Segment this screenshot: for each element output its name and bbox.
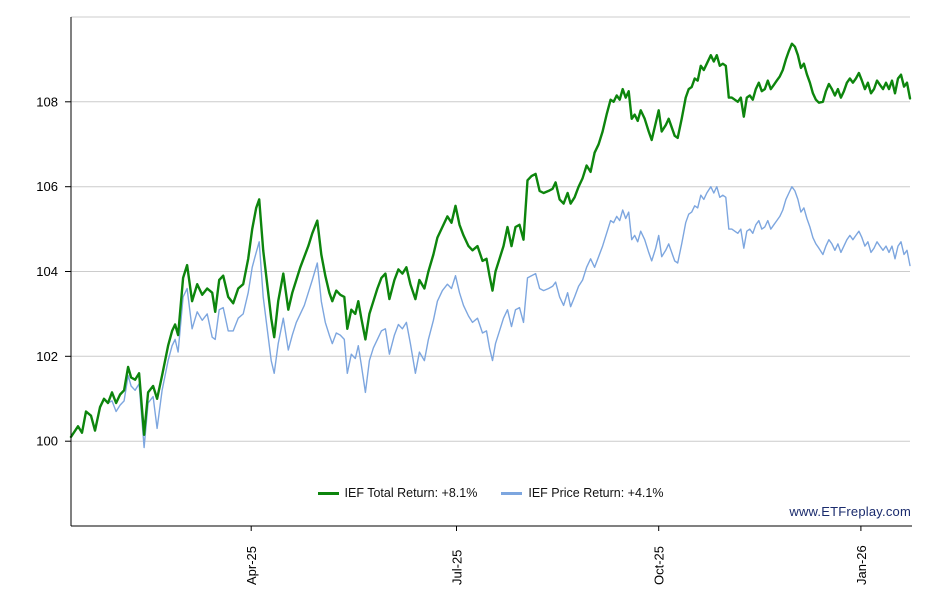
chart-legend: IEF Total Return: +8.1% IEF Price Return… — [71, 486, 910, 500]
x-tick-label-Oct-25: Oct-25 — [652, 546, 667, 585]
y-tick-label-102: 102 — [36, 349, 58, 364]
total-return-legend-label: IEF Total Return: +8.1% — [344, 486, 478, 500]
total-return-line-swatch — [317, 491, 339, 495]
y-tick-label-104: 104 — [36, 264, 58, 279]
y-tick-label-100: 100 — [36, 434, 58, 449]
x-tick-label-Jan-26: Jan-26 — [854, 545, 869, 585]
legend-item-total-return: IEF Total Return: +8.1% — [317, 486, 478, 500]
watermark: www.ETFreplay.com — [789, 504, 911, 519]
ief-total-return-line — [69, 42, 912, 439]
price-return-legend-label: IEF Price Return: +4.1% — [528, 486, 664, 500]
x-tick-label-Jul-25: Jul-25 — [450, 550, 465, 585]
y-tick-label-106: 106 — [36, 179, 58, 194]
y-tick-label-108: 108 — [36, 94, 58, 109]
legend-item-price-return: IEF Price Return: +4.1% — [501, 486, 663, 500]
price-return-line-swatch — [501, 491, 523, 495]
x-tick-label-Apr-25: Apr-25 — [244, 546, 259, 585]
ief-price-return-line — [70, 185, 911, 449]
